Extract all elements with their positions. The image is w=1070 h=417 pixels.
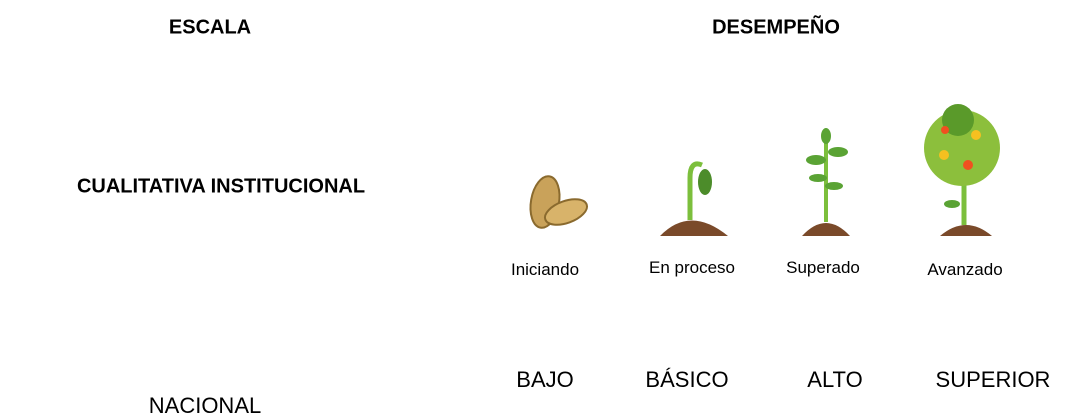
stage-label: En proceso bbox=[649, 258, 735, 277]
sprout-icon bbox=[660, 161, 728, 236]
row-label: CUALITATIVA INSTITUCIONAL bbox=[76, 175, 366, 198]
level-label: ALTO bbox=[807, 367, 863, 392]
stage-label: Avanzado bbox=[927, 260, 1003, 279]
level-label: BÁSICO bbox=[645, 367, 729, 392]
seed-icon bbox=[529, 175, 589, 229]
header-performance: DESEMPEÑO bbox=[712, 16, 840, 39]
row-label: NACIONAL bbox=[148, 393, 262, 417]
header-scale: ESCALA bbox=[168, 16, 252, 39]
stage-label: Superado bbox=[786, 258, 860, 277]
tree-icon bbox=[924, 104, 1000, 236]
stage-label: Iniciando bbox=[510, 260, 580, 279]
plant-icon bbox=[802, 128, 850, 236]
level-label: BAJO bbox=[516, 367, 574, 392]
level-label: SUPERIOR bbox=[935, 367, 1051, 392]
